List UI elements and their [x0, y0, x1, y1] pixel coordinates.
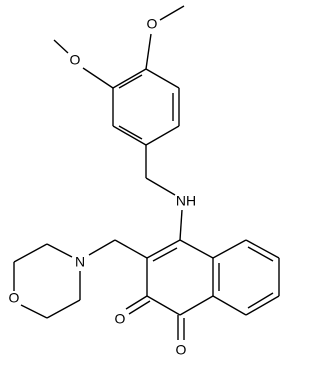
bond	[145, 177, 176, 196]
bonds	[13, 5, 280, 340]
bond	[88, 239, 116, 256]
atom-label: O	[70, 52, 81, 68]
bond	[245, 239, 280, 259]
bond	[145, 125, 180, 146]
bond	[125, 295, 148, 310]
bond	[145, 33, 152, 70]
bond	[145, 68, 180, 89]
bond	[247, 246, 274, 262]
bond	[146, 295, 181, 316]
bond	[179, 209, 183, 241]
bond	[112, 125, 147, 146]
bond	[179, 295, 214, 316]
bond	[152, 247, 178, 262]
bond	[247, 292, 274, 309]
bond	[128, 300, 151, 315]
bond	[245, 295, 280, 316]
bond	[13, 243, 48, 263]
bond	[212, 295, 247, 316]
atom-label: O	[115, 311, 126, 327]
structure-diagram: O O NH N O O O	[9, 5, 280, 358]
bond	[118, 74, 143, 89]
bond	[112, 68, 147, 89]
bond	[46, 243, 73, 258]
bond	[46, 299, 81, 319]
atom-labels: O O NH N O O O	[9, 16, 197, 358]
atom-label: NH	[176, 193, 196, 209]
bond	[82, 67, 114, 89]
bond	[159, 5, 185, 21]
atom-label: O	[9, 290, 20, 306]
atom-label: O	[176, 342, 187, 358]
bond	[20, 304, 48, 319]
bond	[114, 239, 148, 259]
bond	[212, 239, 247, 259]
bond	[146, 239, 181, 259]
bond	[179, 239, 214, 259]
atom-label: N	[75, 254, 85, 270]
bond	[118, 125, 143, 140]
atom-label: O	[147, 16, 158, 32]
bond	[53, 39, 69, 54]
